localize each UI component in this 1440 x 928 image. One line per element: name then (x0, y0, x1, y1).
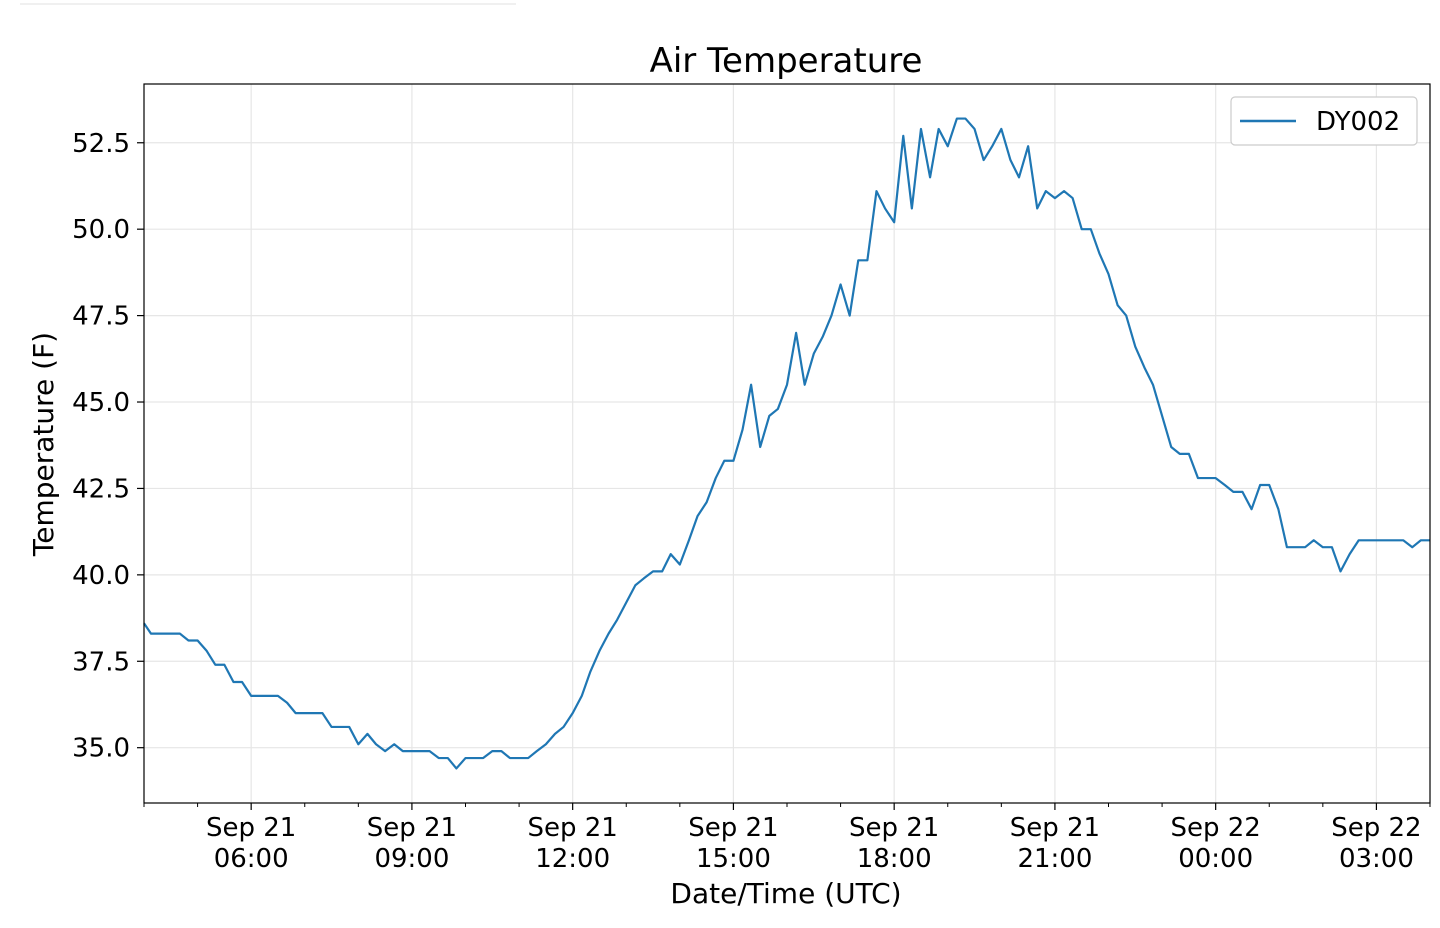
x-tick-label-date: Sep 21 (1010, 813, 1100, 843)
x-tick-label-date: Sep 21 (527, 813, 617, 843)
y-tick-label: 47.5 (72, 302, 130, 332)
x-tick-label-time: 21:00 (1017, 844, 1092, 874)
y-tick-label: 37.5 (72, 647, 130, 677)
x-tick-label-time: 12:00 (535, 844, 610, 874)
x-tick-label-time: 06:00 (214, 844, 289, 874)
top-faint-bar (20, 3, 516, 5)
series-line-dy002 (143, 117, 1430, 770)
y-tick-label: 40.0 (72, 561, 130, 591)
x-axis-label: Date/Time (UTC) (670, 877, 901, 910)
x-tick-label-time: 09:00 (374, 844, 449, 874)
y-tick-label: 35.0 (72, 734, 130, 764)
grid (144, 84, 1430, 803)
x-tick-label-time: 00:00 (1178, 844, 1253, 874)
plot-frame (143, 83, 1431, 804)
y-tick-label: 50.0 (72, 215, 130, 245)
legend-entry-label: DY002 (1316, 107, 1400, 137)
y-tick-label: 52.5 (72, 129, 130, 159)
y-axis-label: Temperature (F) (27, 332, 60, 557)
x-tick-label-time: 03:00 (1339, 844, 1414, 874)
legend-box (1230, 96, 1418, 146)
x-tick-label-date: Sep 22 (1170, 813, 1260, 843)
x-tick-label-date: Sep 22 (1331, 813, 1421, 843)
x-tick-label-time: 18:00 (857, 844, 932, 874)
chart-title: Air Temperature (650, 41, 923, 81)
series-layer (143, 117, 1430, 770)
x-tick-label-time: 15:00 (696, 844, 771, 874)
x-tick-label-date: Sep 21 (688, 813, 778, 843)
x-tick-label-date: Sep 21 (367, 813, 457, 843)
x-tick-label-date: Sep 21 (206, 813, 296, 843)
x-tick-label-date: Sep 21 (849, 813, 939, 843)
y-tick-label: 42.5 (72, 474, 130, 504)
y-tick-label: 45.0 (72, 388, 130, 418)
legend: DY002 (1230, 96, 1418, 146)
